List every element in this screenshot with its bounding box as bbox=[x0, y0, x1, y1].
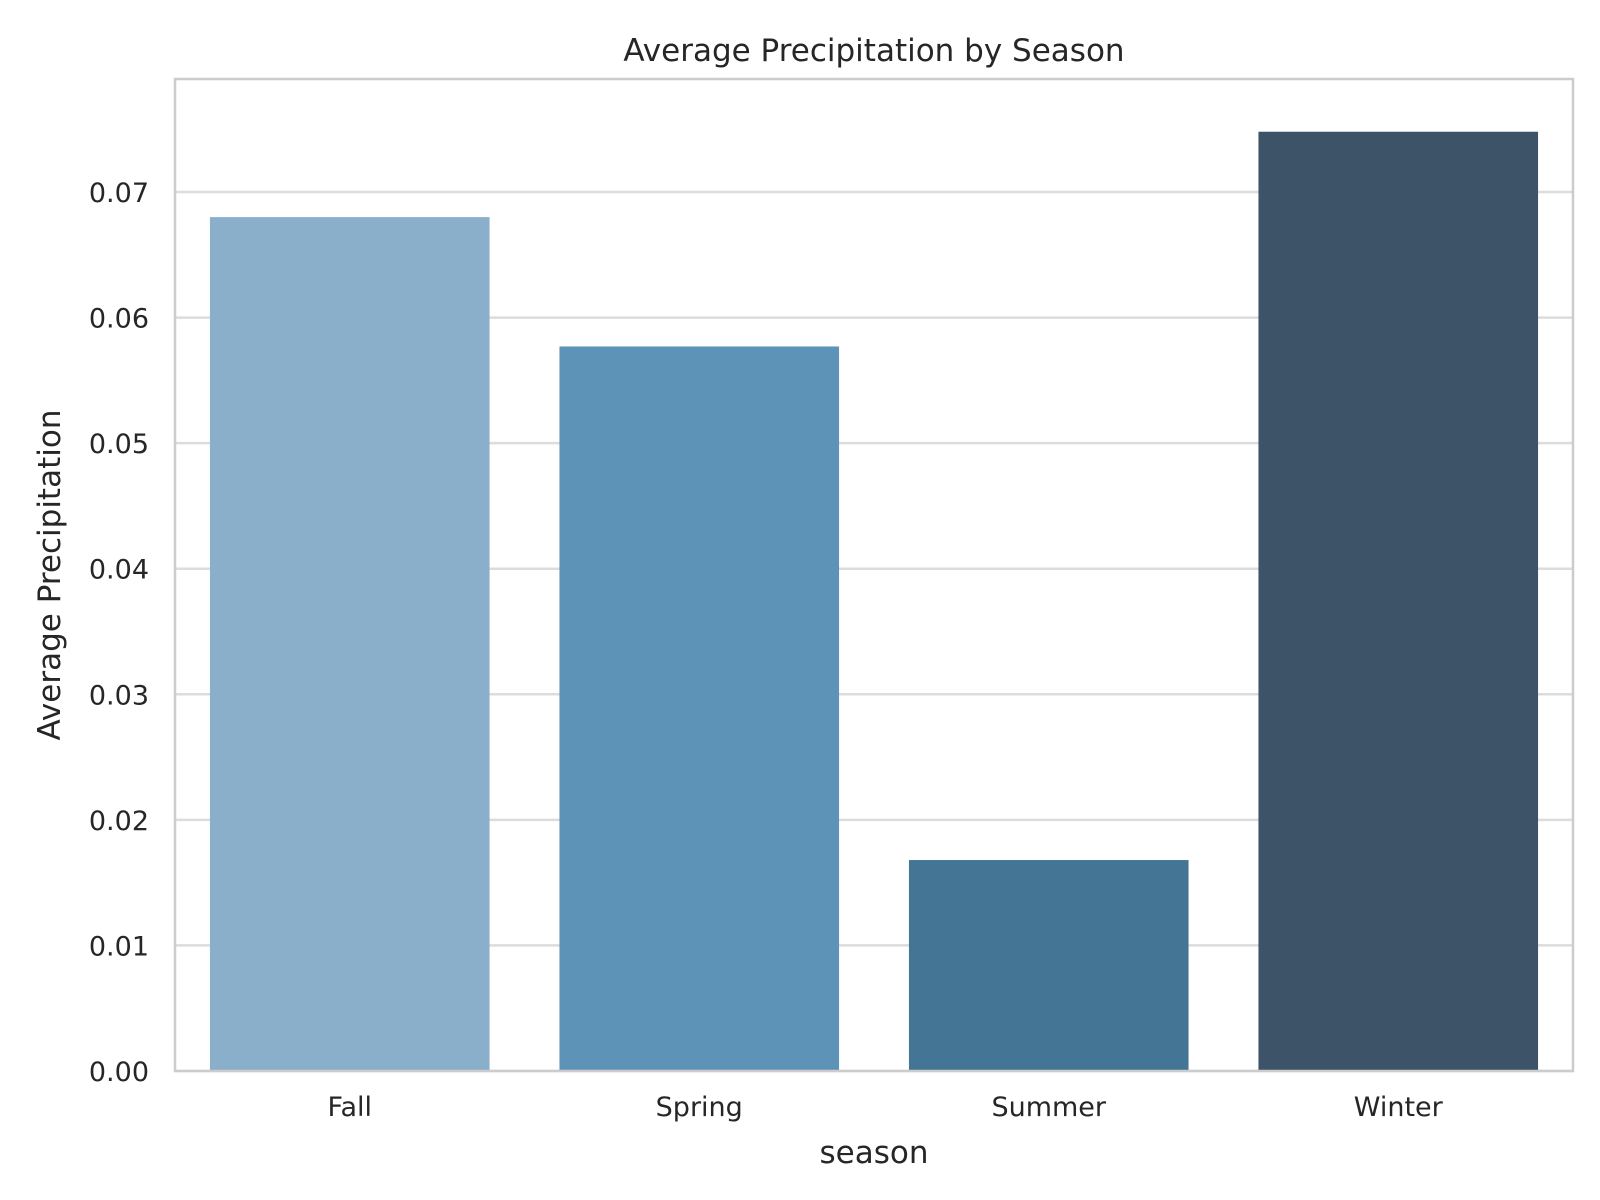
x-tick-label-winter: Winter bbox=[1354, 1092, 1444, 1123]
y-tick-label: 0.05 bbox=[89, 429, 149, 460]
bar-winter bbox=[1258, 131, 1539, 1071]
bar-summer bbox=[908, 860, 1189, 1071]
y-tick-label: 0.03 bbox=[89, 680, 149, 711]
y-tick-label: 0.01 bbox=[89, 931, 149, 962]
x-tick-label-summer: Summer bbox=[991, 1092, 1106, 1123]
x-tick-label-fall: Fall bbox=[327, 1092, 372, 1123]
y-tick-label: 0.02 bbox=[89, 806, 149, 837]
y-tick-label: 0.07 bbox=[89, 178, 149, 209]
x-tick-labels: Fall Spring Summer Winter bbox=[327, 1092, 1443, 1123]
bars bbox=[209, 131, 1539, 1072]
y-tick-label: 0.04 bbox=[89, 555, 149, 586]
y-tick-label: 0.06 bbox=[89, 304, 149, 335]
bar-spring bbox=[559, 346, 840, 1072]
x-axis-label: season bbox=[820, 1135, 929, 1171]
y-tick-labels: 0.00 0.01 0.02 0.03 0.04 0.05 0.06 0.07 bbox=[89, 178, 149, 1088]
bar-fall bbox=[209, 217, 490, 1071]
y-axis-label: Average Precipitation bbox=[32, 410, 68, 741]
chart-title: Average Precipitation by Season bbox=[623, 33, 1124, 69]
plot-frame bbox=[173, 77, 1575, 1073]
y-tick-label: 0.00 bbox=[89, 1057, 149, 1088]
x-tick-label-spring: Spring bbox=[656, 1092, 743, 1123]
